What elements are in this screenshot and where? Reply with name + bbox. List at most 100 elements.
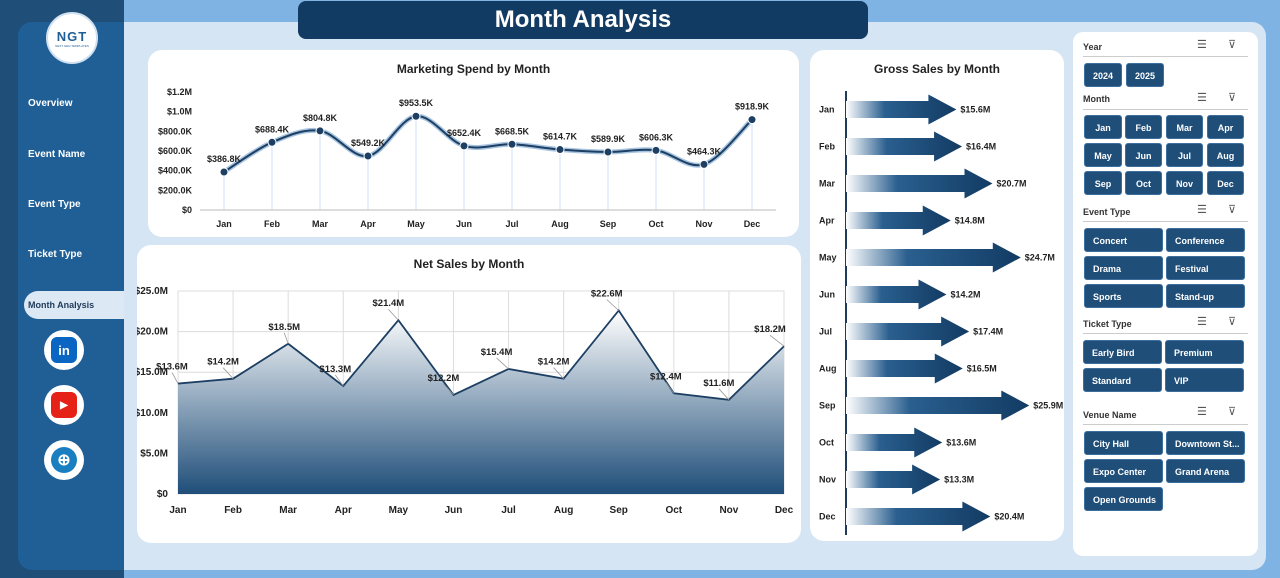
data-point: [459, 141, 469, 151]
month-option-jan[interactable]: Jan: [1084, 115, 1122, 139]
nav-event-name[interactable]: Event Name: [18, 149, 124, 160]
venue-option-city-hall[interactable]: City Hall: [1084, 431, 1163, 455]
month-option-oct[interactable]: Oct: [1125, 171, 1162, 195]
month-option-feb[interactable]: Feb: [1125, 115, 1162, 139]
marketing-chart-title: Marketing Spend by Month: [396, 62, 551, 76]
venue-option-open-grounds[interactable]: Open Grounds: [1084, 487, 1163, 511]
year-slicer-title: Year: [1083, 42, 1103, 52]
x-tick-label: Oct: [665, 505, 682, 516]
nav-overview[interactable]: Overview: [18, 98, 124, 109]
data-label: $14.2M: [538, 357, 570, 368]
gross-sales-chart: Jan $15.6M Feb $16.4M Mar $20.7M Apr $14.8M May $…: [819, 91, 1063, 535]
ticket-type-option-early-bird[interactable]: Early Bird: [1083, 340, 1162, 364]
nav-event-type[interactable]: Event Type: [18, 199, 124, 210]
month-option-nov[interactable]: Nov: [1166, 171, 1203, 195]
data-label: $18.2M: [754, 324, 786, 335]
divider: [1083, 56, 1248, 57]
x-tick-label: Aug: [554, 505, 573, 516]
clear-filter-icon[interactable]: ⊽: [1228, 92, 1237, 104]
y-tick-label: $800.0K: [158, 126, 193, 136]
data-label: $21.4M: [373, 298, 405, 309]
event-type-option-sports[interactable]: Sports: [1084, 284, 1163, 308]
venue-option-downtown[interactable]: Downtown St...: [1166, 431, 1245, 455]
multi-select-icon[interactable]: ☰: [1197, 92, 1207, 104]
leader-line: [334, 374, 344, 387]
bar: [846, 390, 1030, 421]
series-line-shadow: [222, 113, 754, 175]
marketing-spend-chart: $0 $200.0K $400.0K $600.0K $800.0K $1.0M $1.2M…: [158, 87, 776, 229]
year-option-2025[interactable]: 2025: [1126, 63, 1164, 87]
data-label: $688.4K: [255, 124, 290, 134]
data-label: $15.6M: [960, 105, 990, 115]
month-option-mar[interactable]: Mar: [1166, 115, 1203, 139]
x-tick-label: Oct: [648, 219, 663, 229]
month-option-sep[interactable]: Sep: [1084, 171, 1122, 195]
month-slicer-title: Month: [1083, 94, 1110, 104]
event-type-option-drama[interactable]: Drama: [1084, 256, 1163, 280]
x-tick-label: Sep: [610, 505, 628, 516]
event-type-option-concert[interactable]: Concert: [1084, 228, 1163, 252]
leader-line: [388, 308, 399, 321]
y-tick-label: Jul: [819, 327, 832, 337]
leader-line: [222, 367, 234, 379]
multi-select-icon[interactable]: ☰: [1197, 39, 1207, 51]
y-tick-label: $5.0M: [140, 448, 168, 459]
y-tick-label: Jan: [819, 105, 835, 115]
event-type-option-conference[interactable]: Conference: [1166, 228, 1245, 252]
linkedin-button[interactable]: in: [44, 330, 84, 370]
data-label: $606.3K: [639, 132, 674, 142]
ticket-type-option-vip[interactable]: VIP: [1165, 368, 1244, 392]
website-button[interactable]: ⊕: [44, 440, 84, 480]
bar: [846, 242, 1021, 273]
nav-month-analysis[interactable]: Month Analysis: [24, 291, 124, 319]
month-option-may[interactable]: May: [1084, 143, 1122, 167]
x-tick-label: Nov: [719, 505, 738, 516]
y-tick-label: May: [819, 253, 837, 263]
leader-line: [443, 383, 454, 396]
x-tick-label: Jul: [501, 505, 516, 516]
multi-select-icon[interactable]: ☰: [1197, 406, 1207, 418]
divider: [1083, 221, 1248, 222]
divider: [1083, 109, 1248, 110]
clear-filter-icon[interactable]: ⊽: [1228, 39, 1237, 51]
youtube-button[interactable]: ▶: [44, 385, 84, 425]
clear-filter-icon[interactable]: ⊽: [1228, 406, 1237, 418]
logo-text: NGT: [56, 28, 88, 44]
month-option-jun[interactable]: Jun: [1125, 143, 1162, 167]
x-tick-label: May: [407, 219, 425, 229]
linkedin-icon: in: [51, 337, 77, 363]
month-option-aug[interactable]: Aug: [1207, 143, 1244, 167]
nav-ticket-type[interactable]: Ticket Type: [18, 249, 124, 260]
ticket-type-option-premium[interactable]: Premium: [1165, 340, 1244, 364]
data-point: [603, 147, 613, 157]
data-label: $16.4M: [966, 142, 996, 152]
x-tick-label: Apr: [335, 505, 352, 516]
month-option-dec[interactable]: Dec: [1207, 171, 1244, 195]
logo-subtitle: NEXT GEN TEMPLATES: [55, 43, 89, 48]
ticket-type-option-standard[interactable]: Standard: [1083, 368, 1162, 392]
event-type-option-standup[interactable]: Stand-up: [1166, 284, 1245, 308]
x-tick-label: Sep: [600, 219, 617, 229]
data-label: $668.5K: [495, 126, 530, 136]
clear-filter-icon[interactable]: ⊽: [1228, 316, 1237, 328]
bar: [846, 501, 991, 532]
venue-option-grand-arena[interactable]: Grand Arena: [1166, 459, 1245, 483]
y-tick-label: $10.0M: [137, 408, 168, 419]
area-fill: [178, 310, 784, 494]
multi-select-icon[interactable]: ☰: [1197, 204, 1207, 216]
venue-option-expo-center[interactable]: Expo Center: [1084, 459, 1163, 483]
data-point: [363, 151, 373, 161]
month-option-apr[interactable]: Apr: [1207, 115, 1244, 139]
data-label: $464.3K: [687, 146, 722, 156]
x-tick-label: Apr: [360, 219, 376, 229]
clear-filter-icon[interactable]: ⊽: [1228, 204, 1237, 216]
month-option-jul[interactable]: Jul: [1166, 143, 1203, 167]
multi-select-icon[interactable]: ☰: [1197, 316, 1207, 328]
ngt-logo: NGT NEXT GEN TEMPLATES: [46, 12, 98, 64]
x-tick-label: Jan: [216, 219, 232, 229]
year-option-2024[interactable]: 2024: [1084, 63, 1122, 87]
bar: [846, 353, 963, 384]
youtube-icon: ▶: [51, 392, 77, 418]
nav-label: Event Name: [28, 149, 86, 160]
event-type-option-festival[interactable]: Festival: [1166, 256, 1245, 280]
